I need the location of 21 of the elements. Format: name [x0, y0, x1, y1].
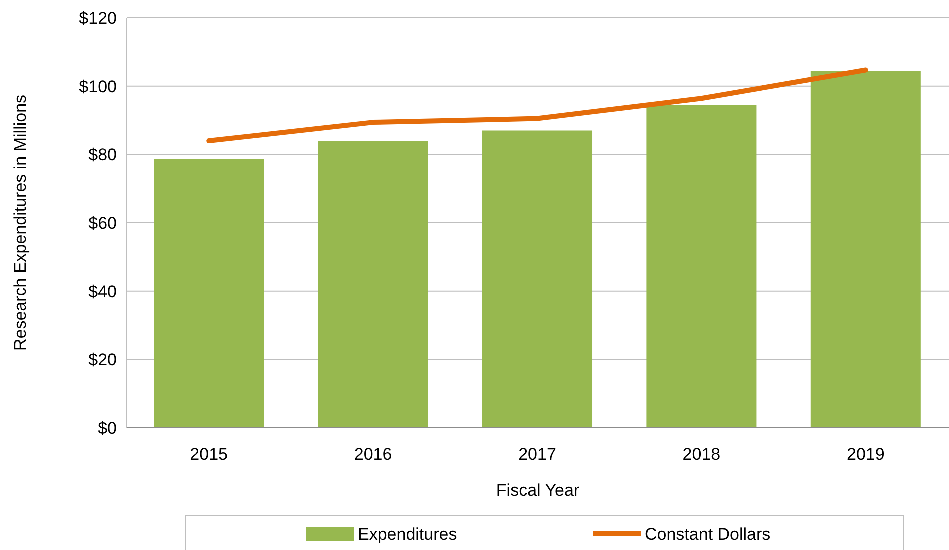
- bar: [154, 159, 264, 428]
- legend-label: Expenditures: [358, 524, 458, 544]
- bar: [318, 141, 428, 428]
- y-tick-label: $120: [79, 8, 117, 28]
- y-tick-label: $80: [88, 146, 117, 165]
- y-tick-label: $40: [88, 282, 117, 302]
- bar: [482, 130, 593, 428]
- x-tick-label: 2015: [190, 445, 228, 464]
- x-tick-label: 2016: [354, 445, 392, 464]
- bar: [646, 105, 757, 428]
- y-tick-label: $100: [79, 77, 117, 96]
- bar: [810, 71, 921, 428]
- x-tick-label: 2018: [682, 445, 721, 464]
- y-tick-label: $0: [98, 418, 117, 438]
- y-tick-label: $20: [88, 350, 117, 370]
- x-tick-label: 2019: [846, 445, 885, 464]
- y-tick-label: $60: [88, 214, 117, 233]
- x-axis-title: Fiscal Year: [496, 481, 580, 500]
- x-tick-label: 2017: [518, 445, 556, 464]
- y-axis-title: Research Expenditures in Millions: [11, 94, 30, 352]
- legend-label: Constant Dollars: [645, 524, 771, 544]
